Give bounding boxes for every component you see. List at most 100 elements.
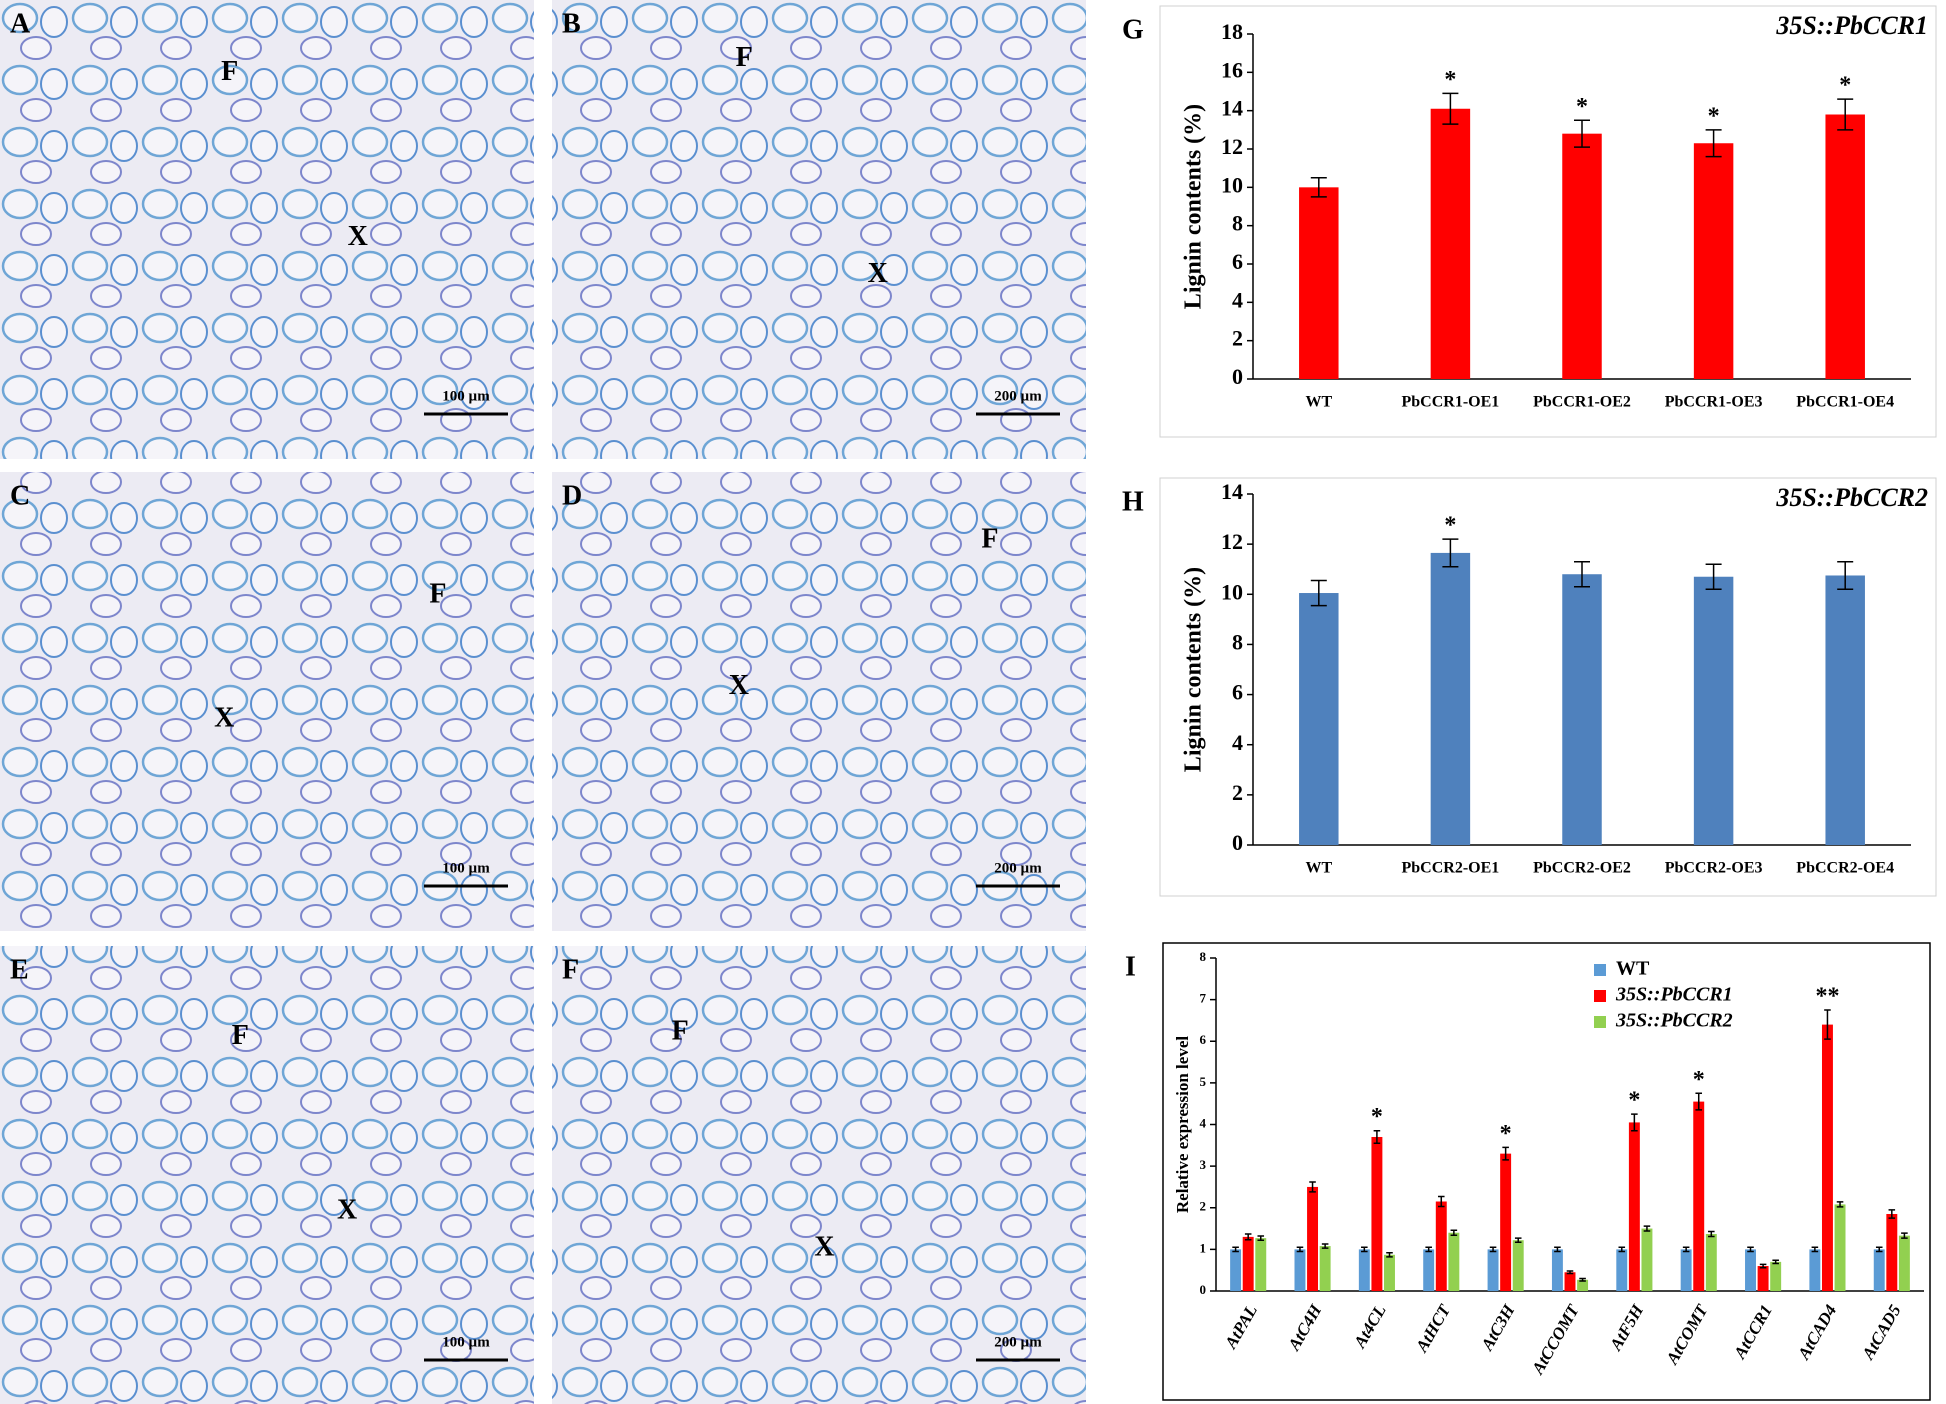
x-tick-label: At4CL (1350, 1301, 1390, 1351)
x-tick-label: AtC4H (1284, 1301, 1326, 1355)
panel-label: E (10, 954, 29, 985)
micrograph (0, 946, 534, 1404)
chart-title: 35S::PbCCR2 (1775, 483, 1928, 512)
y-tick-label: 2 (1232, 326, 1243, 351)
significance-label: ** (1815, 984, 1839, 1010)
x-tick-label: PbCCR1-OE1 (1402, 394, 1500, 411)
bar (1319, 1246, 1331, 1291)
error-bar (1705, 563, 1722, 591)
significance-label: * (1628, 1088, 1640, 1114)
tissue-label: F (221, 56, 238, 87)
y-tick-label: 0 (1232, 830, 1243, 855)
bar (1564, 1272, 1576, 1291)
x-tick-label: WT (1305, 860, 1332, 877)
x-tick-label: AtHCT (1412, 1301, 1455, 1356)
error-bar (1232, 1246, 1239, 1253)
bar (1616, 1249, 1628, 1291)
scale-bar-label: 200 µm (994, 1334, 1042, 1350)
error-bar (1875, 1246, 1883, 1253)
error-bar (1708, 1230, 1715, 1238)
bar (1825, 575, 1865, 845)
y-tick-label: 0 (1232, 364, 1243, 389)
micrograph (552, 0, 1086, 459)
x-tick-label: PbCCR1-OE4 (1796, 394, 1894, 411)
x-tick-label: AtCCOMT (1528, 1301, 1584, 1378)
scale-bar-label: 100 µm (442, 1334, 490, 1350)
bar (1294, 1249, 1306, 1291)
bar (1693, 1101, 1705, 1291)
tissue-label: X (214, 702, 234, 733)
x-tick-label: AtCAD4 (1794, 1301, 1841, 1363)
bar (1299, 593, 1339, 845)
error-bar (1747, 1246, 1754, 1253)
error-bar (1631, 1113, 1638, 1132)
chart-frame (1162, 942, 1931, 1401)
bar (1551, 1249, 1563, 1291)
error-bar (1361, 1246, 1368, 1253)
y-tick-label: 8 (1232, 211, 1243, 236)
legend-swatch (1594, 1016, 1606, 1028)
chart-title: 35S::PbCCR1 (1775, 11, 1928, 40)
error-bar (1310, 177, 1327, 198)
y-tick-label: 7 (1200, 991, 1207, 1006)
tissue-label: F (736, 42, 753, 73)
bar (1770, 1261, 1782, 1291)
y-tick-label: 16 (1221, 57, 1243, 82)
bar (1487, 1249, 1499, 1291)
panel-label: G (1122, 14, 1144, 45)
bar (1562, 574, 1602, 845)
y-tick-label: 10 (1221, 172, 1243, 197)
error-bar (1442, 92, 1459, 125)
y-axis-label: Lignin contents (%) (1181, 104, 1207, 309)
scale-bar-label: 200 µm (994, 860, 1042, 876)
error-bar (1257, 1235, 1265, 1241)
legend-label: WT (1616, 958, 1650, 980)
error-bar (1837, 560, 1854, 591)
bar (1834, 1204, 1846, 1291)
micrograph (0, 472, 534, 931)
x-tick-label: AtF5H (1606, 1301, 1648, 1355)
chart-frame (1159, 477, 1937, 897)
error-bar (1425, 1246, 1432, 1253)
y-tick-label: 14 (1221, 479, 1243, 504)
error-bar (1695, 1092, 1703, 1111)
scale-bar-label: 100 µm (442, 860, 490, 876)
y-tick-label: 12 (1221, 529, 1243, 554)
bar (1705, 1233, 1717, 1291)
x-tick-label: AtCCR1 (1730, 1301, 1776, 1362)
bar (1628, 1122, 1640, 1291)
bar (1809, 1249, 1821, 1291)
micrograph (552, 946, 1086, 1404)
error-bar (1888, 1209, 1896, 1219)
error-bar (1759, 1263, 1767, 1269)
error-bar (1824, 1009, 1831, 1040)
error-bar (1373, 1129, 1381, 1144)
bar (1898, 1235, 1910, 1291)
bar (1384, 1254, 1395, 1291)
significance-label: * (1708, 103, 1720, 129)
error-bar (1772, 1259, 1779, 1265)
bar (1562, 133, 1602, 379)
error-bar (1489, 1246, 1497, 1253)
bar (1577, 1279, 1589, 1291)
error-bar (1386, 1251, 1393, 1258)
error-bar (1442, 538, 1459, 568)
tissue-label: X (868, 258, 888, 289)
tissue-label: X (348, 221, 368, 252)
x-tick-label: PbCCR2-OE1 (1402, 860, 1500, 877)
tissue-label: X (814, 1231, 834, 1262)
y-tick-label: 6 (1232, 249, 1243, 274)
significance-label: * (1444, 67, 1456, 93)
bar (1641, 1228, 1653, 1291)
significance-label: * (1839, 73, 1851, 99)
error-bar (1836, 1201, 1844, 1208)
y-tick-label: 6 (1232, 680, 1243, 705)
panel-label: I (1125, 951, 1136, 982)
scale-bar-label: 200 µm (994, 388, 1042, 404)
tissue-label: F (429, 578, 446, 609)
bar (1299, 187, 1339, 379)
panel-label: D (562, 480, 582, 511)
y-tick-label: 2 (1200, 1199, 1207, 1214)
x-tick-label: PbCCR1-OE2 (1533, 394, 1631, 411)
